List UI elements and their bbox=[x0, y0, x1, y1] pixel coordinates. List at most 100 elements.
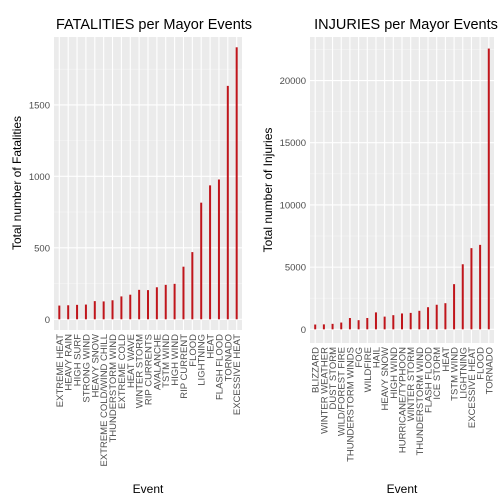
fatalities-x-tick-label: TORNADO bbox=[223, 334, 234, 381]
fatalities-y-axis-label: Total number of Fatalities bbox=[10, 116, 24, 250]
fatalities-x-tick-label: EXCESSIVE HEAT bbox=[232, 334, 243, 415]
injuries-bar bbox=[444, 303, 447, 330]
fatalities-x-tick-label: EXTREME COLD/WIND CHILL bbox=[99, 334, 110, 467]
injuries-y-tick-label: 20000 bbox=[280, 76, 306, 87]
fatalities-x-tick-label: LIGHTNING bbox=[197, 334, 208, 386]
injuries-y-tick-labels: 0 5000 10000 15000 20000 bbox=[280, 76, 306, 336]
fatalities-bar bbox=[138, 289, 141, 320]
injuries-y-axis-label: Total number of Injuries bbox=[261, 128, 275, 253]
fatalities-bar bbox=[155, 287, 158, 320]
fatalities-x-tick-label: FLASH FLOOD bbox=[214, 334, 225, 400]
fatalities-bar bbox=[111, 300, 114, 320]
injuries-x-tick-label: TSTM WIND bbox=[450, 347, 461, 401]
injuries-x-tick-label: FOG bbox=[354, 347, 365, 368]
injuries-bar bbox=[340, 322, 343, 330]
injuries-bar bbox=[461, 264, 464, 330]
injuries-x-tick-label: WINTER WEATHER bbox=[319, 347, 330, 434]
fatalities-x-tick-label: THUNDERSTORM WIND bbox=[108, 334, 119, 443]
injuries-bar bbox=[453, 284, 456, 330]
fatalities-x-tick-label: TSTM WIND bbox=[161, 334, 172, 388]
fatalities-bar bbox=[191, 252, 194, 320]
fatalities-bar bbox=[58, 305, 61, 320]
fatalities-bar bbox=[173, 283, 176, 320]
fatalities-y-tick-label: 1500 bbox=[29, 100, 50, 111]
fatalities-bar bbox=[93, 301, 96, 320]
injuries-chart-title: INJURIES per Mayor Events bbox=[314, 17, 498, 33]
injuries-x-tick-label: WILDFIRE bbox=[363, 347, 374, 392]
fatalities-chart: FATALITIES per Mayor Events 0 500 1000 1500… bbox=[10, 17, 252, 496]
injuries-chart: INJURIES per Mayor Events 0 5000 10000 1500… bbox=[261, 17, 498, 496]
injuries-bar bbox=[322, 324, 325, 330]
injuries-x-tick-label: WINTER STORM bbox=[406, 347, 417, 421]
fatalities-y-tick-label: 0 bbox=[45, 315, 50, 326]
injuries-bar bbox=[392, 315, 395, 330]
fatalities-bar bbox=[147, 290, 149, 320]
injuries-x-tick-label: THUNDERSTORM WIND bbox=[415, 347, 426, 456]
injuries-x-tick-label: HEAVY SNOW bbox=[380, 347, 391, 411]
injuries-x-tick-label: WILD/FOREST FIRE bbox=[337, 347, 348, 436]
fatalities-bar bbox=[76, 304, 79, 320]
injuries-bar bbox=[435, 304, 438, 330]
fatalities-bar bbox=[84, 304, 87, 320]
injuries-x-tick-label: DUST STORM bbox=[328, 347, 339, 410]
injuries-gridlines bbox=[310, 37, 494, 343]
fatalities-x-tick-label: STRONG WIND bbox=[81, 334, 92, 403]
injuries-x-tick-label: HIGH WIND bbox=[389, 347, 400, 399]
fatalities-x-tick-label: WINTER STORM bbox=[135, 334, 146, 408]
injuries-bar bbox=[357, 320, 360, 330]
fatalities-bar bbox=[217, 179, 220, 320]
injuries-bar bbox=[470, 248, 473, 330]
injuries-x-tick-label: HEAT bbox=[441, 347, 452, 372]
fatalities-x-tick-label: EXTREME COLD bbox=[117, 334, 128, 409]
fatalities-x-tick-label: HEAVY SNOW bbox=[90, 334, 101, 398]
fatalities-bar bbox=[182, 266, 185, 320]
fatalities-bar bbox=[164, 284, 167, 320]
injuries-y-tick-label: 0 bbox=[301, 325, 306, 336]
injuries-bar bbox=[409, 312, 412, 330]
injuries-bar bbox=[418, 310, 421, 330]
injuries-bar bbox=[314, 324, 317, 330]
fatalities-bar bbox=[120, 296, 123, 320]
injuries-bar bbox=[331, 323, 334, 330]
fatalities-x-tick-label: HEAT bbox=[206, 334, 217, 359]
injuries-y-tick-label: 10000 bbox=[280, 200, 306, 211]
injuries-bar bbox=[487, 48, 490, 330]
fatalities-y-tick-label: 1000 bbox=[29, 172, 50, 183]
injuries-bar bbox=[366, 317, 369, 330]
injuries-x-tick-label: FLOOD bbox=[476, 347, 487, 380]
fatalities-y-tick-labels: 0 500 1000 1500 bbox=[29, 100, 50, 325]
injuries-x-tick-label: EXCESSIVE HEAT bbox=[467, 347, 478, 428]
fatalities-x-tick-label: RIP CURRENT bbox=[179, 334, 190, 399]
fatalities-x-tick-label: HIGH SURF bbox=[73, 334, 84, 386]
fatalities-bar bbox=[200, 202, 203, 320]
fatalities-bar bbox=[235, 47, 238, 320]
injuries-y-tick-label: 5000 bbox=[285, 263, 306, 274]
fatalities-bar bbox=[209, 185, 212, 320]
injuries-bar bbox=[479, 244, 482, 330]
fatalities-y-tick-label: 500 bbox=[34, 243, 50, 254]
injuries-x-tick-label: FLASH FLOOD bbox=[424, 347, 435, 413]
fatalities-x-tick-label: HEAVY RAIN bbox=[64, 334, 75, 391]
fatalities-bar bbox=[102, 301, 105, 320]
fatalities-x-tick-label: AVALANCHE bbox=[152, 334, 163, 390]
injuries-x-axis-label: Event bbox=[387, 482, 418, 496]
injuries-y-tick-label: 15000 bbox=[280, 138, 306, 149]
fatalities-x-tick-label: HIGH WIND bbox=[170, 334, 181, 386]
injuries-bar bbox=[383, 316, 386, 330]
fatalities-bars bbox=[58, 47, 238, 320]
injuries-bar bbox=[427, 307, 430, 330]
injuries-x-tick-label: LIGHTNING bbox=[458, 347, 469, 399]
injuries-bar bbox=[348, 318, 351, 330]
injuries-x-tick-label: HURRICANE/TYPHOON bbox=[398, 347, 409, 453]
fatalities-x-tick-label: EXTREME HEAT bbox=[55, 334, 66, 407]
fatalities-bar bbox=[226, 85, 229, 320]
injuries-bars bbox=[314, 48, 490, 330]
injuries-bar bbox=[374, 312, 377, 330]
fatalities-x-tick-label: HEAT WAVE bbox=[126, 334, 137, 388]
fatalities-x-tick-label: FLOOD bbox=[188, 334, 199, 367]
injuries-x-tick-label: ICE STORM bbox=[432, 347, 443, 400]
fatalities-chart-title: FATALITIES per Mayor Events bbox=[56, 17, 252, 33]
fatalities-bar bbox=[67, 305, 70, 320]
